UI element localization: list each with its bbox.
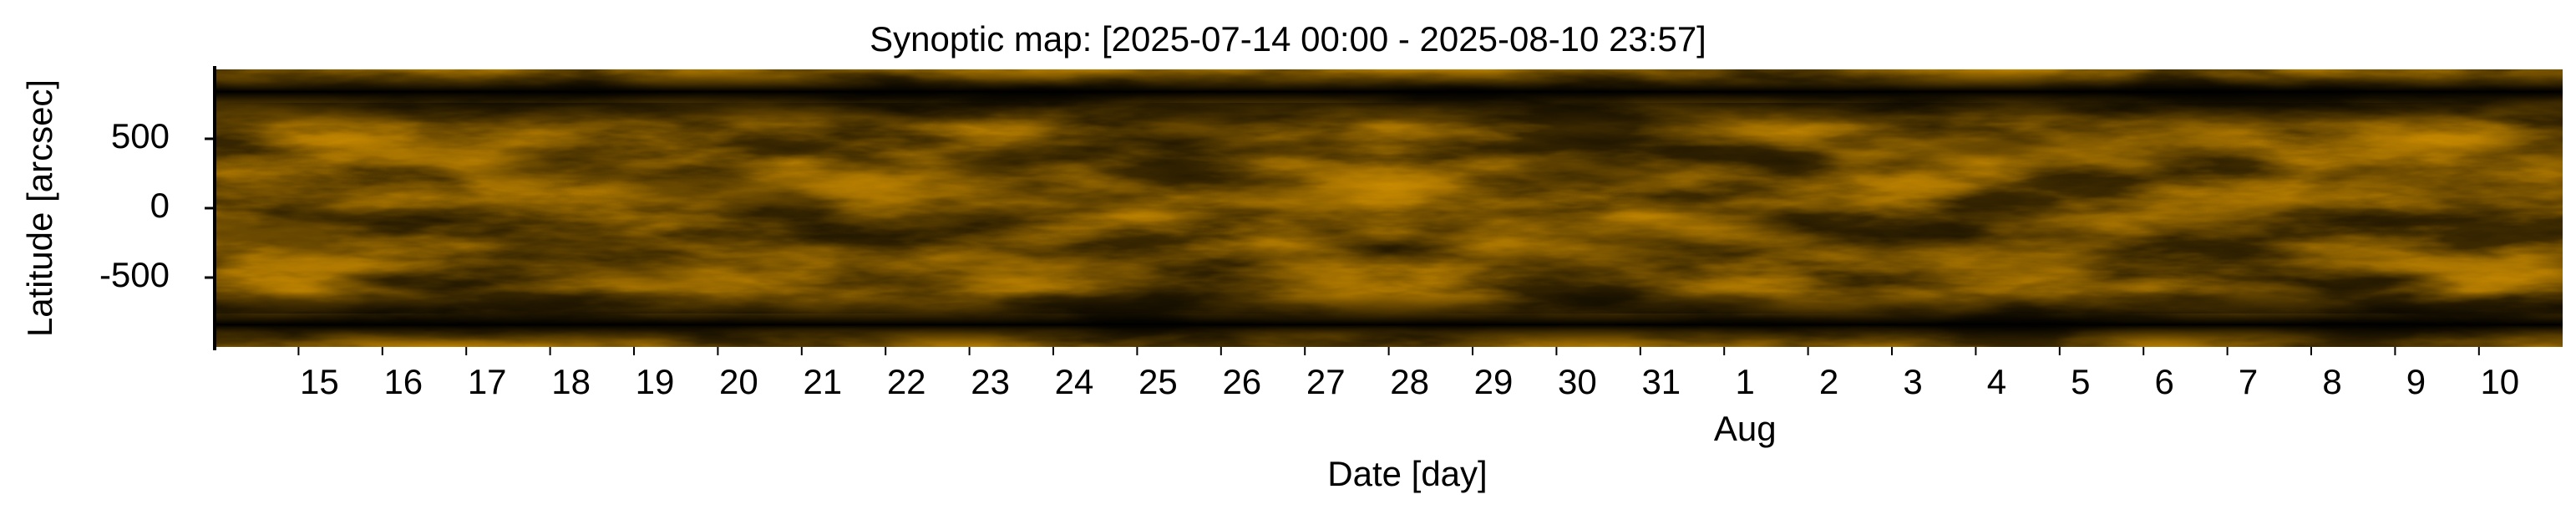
x-tick-label: 7 <box>2239 362 2258 401</box>
x-tick-label: 10 <box>2480 362 2519 401</box>
x-tick-label: 24 <box>1055 362 1094 401</box>
x-tick-label: 15 <box>300 362 339 401</box>
x-tick-label: 21 <box>803 362 842 401</box>
y-tick-label: -500 <box>99 255 170 294</box>
y-tick-label: 500 <box>111 116 170 155</box>
x-axis-label: Date [day] <box>1327 454 1487 493</box>
x-tick-label: 18 <box>551 362 591 401</box>
x-tick-label: 3 <box>1903 362 1922 401</box>
x-tick-label: 31 <box>1641 362 1681 401</box>
x-tick-label: 27 <box>1306 362 1346 401</box>
x-tick-label: 26 <box>1222 362 1261 401</box>
x-tick-label: 19 <box>636 362 675 401</box>
x-tick-label: 8 <box>2322 362 2341 401</box>
x-tick-label: 17 <box>468 362 507 401</box>
x-tick-label: 28 <box>1390 362 1429 401</box>
x-tick-label: 16 <box>383 362 423 401</box>
x-tick-label: 2 <box>1819 362 1838 401</box>
x-tick-label: 29 <box>1474 362 1514 401</box>
chart-title: Synoptic map: [2025-07-14 00:00 - 2025-0… <box>870 19 1706 59</box>
x-tick-label: 30 <box>1558 362 1597 401</box>
y-axis-label: Latitude [arcsec] <box>20 79 59 337</box>
x-tick-label: 20 <box>719 362 758 401</box>
x-tick-label: 4 <box>1987 362 2006 401</box>
x-month-label: Aug <box>1714 409 1777 448</box>
x-tick-label: 1 <box>1736 362 1755 401</box>
x-tick-label: 9 <box>2406 362 2426 401</box>
x-tick-label: 23 <box>971 362 1010 401</box>
x-tick-label: 6 <box>2155 362 2174 401</box>
y-tick-label: 0 <box>150 186 170 225</box>
synoptic-texture-bright <box>215 103 2563 314</box>
x-tick-label: 25 <box>1138 362 1178 401</box>
x-tick-label: 22 <box>887 362 926 401</box>
x-tick-label: 5 <box>2071 362 2090 401</box>
